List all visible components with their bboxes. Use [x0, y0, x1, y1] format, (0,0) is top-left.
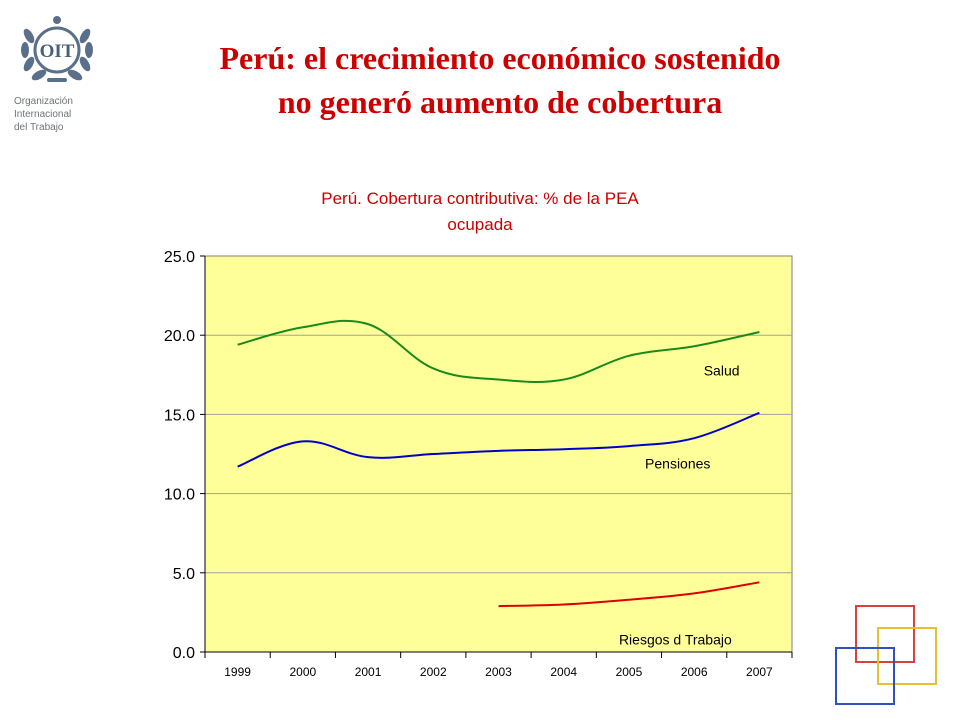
oit-emblem-icon: OIT — [21, 16, 93, 82]
deco-square-blue — [835, 647, 895, 705]
series-label-2: Riesgos d Trabajo — [619, 631, 732, 647]
series-labels: Salud Pensiones Riesgos d Trabajo — [619, 363, 740, 648]
y-tick-label-5: 25.0 — [164, 249, 195, 266]
series-label-0: Salud — [704, 363, 740, 379]
decorative-squares — [835, 605, 937, 705]
series-group — [237, 319, 760, 608]
x-tick-label-2002: 2002 — [420, 665, 447, 679]
y-tick-label-3: 15.0 — [164, 407, 195, 424]
deco-square-yellow — [877, 627, 937, 685]
series-label-1: Pensiones — [645, 456, 710, 472]
series-line-1 — [237, 411, 760, 468]
y-tick-label-0: 0.0 — [173, 645, 195, 662]
oit-logo: OIT Organización Internacional del Traba… — [14, 12, 100, 138]
y-axis-ticks: 0.0 5.0 10.0 15.0 20.0 25.0 — [164, 249, 205, 662]
x-tick-label-2005: 2005 — [616, 665, 643, 679]
slide-title-line-2: no generó aumento de cobertura — [277, 84, 723, 120]
series-line-0 — [237, 319, 760, 383]
x-tick-label-2001: 2001 — [355, 665, 382, 679]
x-tick-label-2000: 2000 — [289, 665, 316, 679]
chart-title-line-1: Perú. Cobertura contributiva: % de la PE… — [321, 189, 639, 208]
x-tick-label-2004: 2004 — [550, 665, 577, 679]
logo-line-1: Organización — [14, 96, 73, 107]
x-tick-label-1999: 1999 — [224, 665, 251, 679]
slide-title-line-1: Perú: el crecimiento económico sostenido — [219, 40, 781, 76]
axes — [204, 256, 792, 653]
slide-title: Perú: el crecimiento económico sostenido… — [100, 36, 900, 124]
x-tick-label-2006: 2006 — [681, 665, 708, 679]
plot-area — [204, 255, 793, 653]
logo-line-2: Internacional — [14, 109, 72, 120]
x-tick-label-2003: 2003 — [485, 665, 512, 679]
x-axis-ticks: 1999 2000 2001 2002 2003 2004 2005 2006 2007 — [204, 652, 793, 679]
chart-title: Perú. Cobertura contributiva: % de la PE… — [200, 186, 760, 238]
y-tick-label-1: 5.0 — [173, 566, 195, 583]
x-tick-label-2007: 2007 — [746, 665, 773, 679]
series-line-2 — [498, 581, 760, 608]
y-tick-label-2: 10.0 — [164, 487, 195, 504]
emblem-text: OIT — [40, 41, 75, 62]
logo-line-3: del Trabajo — [14, 122, 64, 133]
chart-title-line-2: ocupada — [447, 215, 513, 234]
y-tick-label-4: 20.0 — [164, 328, 195, 345]
deco-square-red — [855, 605, 915, 663]
gridlines — [205, 334, 792, 574]
